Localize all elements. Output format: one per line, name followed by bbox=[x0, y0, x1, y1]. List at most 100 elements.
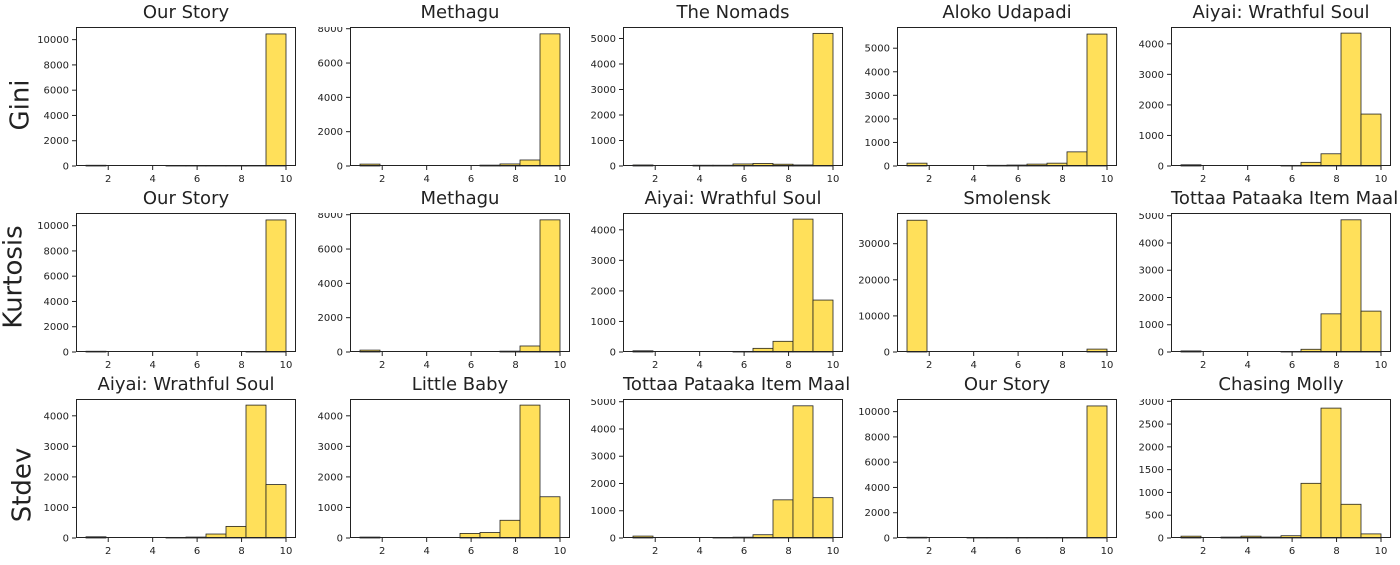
y-tick-label: 4000 bbox=[44, 297, 69, 308]
y-tick-label: 1000 bbox=[591, 317, 616, 328]
histogram-bar bbox=[812, 497, 834, 539]
x-tick-label: 2 bbox=[652, 174, 658, 185]
y-tick-label: 6000 bbox=[865, 458, 890, 469]
chart-title: Methagu bbox=[420, 2, 500, 23]
y-tick-label: 1000 bbox=[591, 136, 616, 147]
x-tick-label: 2 bbox=[926, 174, 932, 185]
x-tick-label: 6 bbox=[1015, 174, 1021, 185]
y-tick-label: 4000 bbox=[865, 483, 890, 494]
plot-frame bbox=[623, 27, 843, 166]
y-tick-label: 8000 bbox=[865, 432, 890, 443]
x-tick-label: 6 bbox=[194, 360, 200, 371]
chart-title: Methagu bbox=[420, 188, 500, 209]
chart-title: Tottaa Pataaka Item Maal bbox=[623, 374, 851, 395]
y-tick-label: 6000 bbox=[318, 245, 343, 256]
x-tick-label: 6 bbox=[741, 546, 747, 557]
x-tick-label: 2 bbox=[105, 546, 111, 557]
x-tick-label: 10 bbox=[280, 360, 293, 371]
y-tick-label: 3000 bbox=[318, 442, 343, 453]
x-tick-label: 8 bbox=[785, 174, 791, 185]
y-tick-label: 4000 bbox=[1139, 39, 1164, 50]
y-tick-label: 6000 bbox=[44, 86, 69, 97]
chart-title: Our Story bbox=[142, 188, 230, 209]
x-tick-label: 2 bbox=[1200, 360, 1206, 371]
y-tick-label: 3000 bbox=[1139, 70, 1164, 81]
x-tick-label: 2 bbox=[652, 546, 658, 557]
histogram-bar bbox=[225, 525, 247, 539]
y-tick-label: 0 bbox=[1158, 534, 1164, 545]
y-tick-label: 2000 bbox=[591, 110, 616, 121]
y-tick-label: 0 bbox=[610, 534, 616, 545]
histogram-bar bbox=[265, 484, 287, 539]
y-tick-label: 10000 bbox=[37, 35, 69, 46]
y-tick-label: 1000 bbox=[44, 503, 69, 514]
y-tick-label: 2000 bbox=[591, 286, 616, 297]
y-tick-label: 4000 bbox=[1139, 238, 1164, 249]
x-tick-label: 8 bbox=[1333, 546, 1339, 557]
histogram-bar bbox=[772, 340, 794, 353]
x-tick-label: 4 bbox=[1244, 360, 1250, 371]
plot-frame bbox=[76, 399, 296, 538]
chart-title: The Nomads bbox=[676, 2, 790, 23]
x-tick-label: 2 bbox=[105, 360, 111, 371]
y-tick-label: 2000 bbox=[591, 479, 616, 490]
histogram-bar bbox=[906, 219, 928, 353]
x-tick-label: 4 bbox=[696, 360, 702, 371]
x-tick-label: 8 bbox=[1059, 360, 1065, 371]
plot-frame bbox=[76, 27, 296, 166]
x-tick-label: 6 bbox=[1289, 174, 1295, 185]
y-tick-label: 0 bbox=[1158, 348, 1164, 359]
histogram-bar bbox=[1066, 151, 1088, 167]
y-tick-label: 2000 bbox=[1139, 442, 1164, 453]
chart-title: Our Story bbox=[963, 374, 1051, 395]
histogram-bar bbox=[792, 218, 814, 353]
x-tick-label: 10 bbox=[827, 360, 840, 371]
y-tick-label: 30000 bbox=[858, 239, 890, 250]
y-tick-label: 500 bbox=[1145, 511, 1164, 522]
y-tick-label: 3000 bbox=[44, 442, 69, 453]
y-tick-label: 3000 bbox=[1139, 399, 1164, 408]
histogram-bar bbox=[812, 32, 834, 167]
plot-frame bbox=[1171, 27, 1391, 166]
x-tick-label: 8 bbox=[1059, 174, 1065, 185]
y-tick-label: 4000 bbox=[591, 424, 616, 435]
x-tick-label: 10 bbox=[1101, 546, 1114, 557]
y-tick-label: 4000 bbox=[318, 93, 343, 104]
x-tick-label: 8 bbox=[238, 546, 244, 557]
histogram-bar bbox=[519, 404, 541, 539]
y-tick-label: 0 bbox=[63, 348, 69, 359]
y-tick-label: 8000 bbox=[318, 27, 343, 35]
x-tick-label: 10 bbox=[1375, 174, 1388, 185]
plot-frame bbox=[350, 27, 570, 166]
x-tick-label: 2 bbox=[1200, 174, 1206, 185]
chart-title: Aiyai: Wrathful Soul bbox=[644, 188, 822, 209]
y-tick-label: 2000 bbox=[1139, 100, 1164, 111]
y-tick-label: 2000 bbox=[44, 472, 69, 483]
y-tick-label: 20000 bbox=[858, 275, 890, 286]
y-tick-label: 1000 bbox=[1139, 131, 1164, 142]
histogram-bar bbox=[1340, 219, 1362, 353]
histogram-chart: 2 4 6 8 10 0 1000 2000 3000 4000 bbox=[318, 399, 570, 557]
y-tick-label: 0 bbox=[337, 534, 343, 545]
y-tick-label: 0 bbox=[884, 162, 890, 173]
x-tick-label: 2 bbox=[379, 360, 385, 371]
y-tick-label: 2000 bbox=[865, 508, 890, 519]
histogram-chart: 2 4 6 8 10 0 2000 4000 6000 8000 10000 bbox=[37, 27, 296, 185]
x-tick-label: 8 bbox=[512, 174, 518, 185]
histogram-bar bbox=[1360, 113, 1382, 167]
histogram-bar bbox=[812, 299, 834, 353]
y-tick-label: 4000 bbox=[591, 59, 616, 70]
y-tick-label: 1000 bbox=[318, 503, 343, 514]
y-tick-label: 6000 bbox=[318, 59, 343, 70]
histogram-chart: 2 4 6 8 10 0 500 1000 1500 2000 2500 3000 bbox=[1139, 399, 1391, 557]
histogram-bar bbox=[1360, 310, 1382, 353]
y-tick-label: 1500 bbox=[1139, 465, 1164, 476]
x-tick-label: 8 bbox=[512, 360, 518, 371]
y-tick-label: 10000 bbox=[37, 221, 69, 232]
y-tick-label: 2000 bbox=[865, 114, 890, 125]
x-tick-label: 6 bbox=[468, 174, 474, 185]
x-tick-label: 8 bbox=[785, 360, 791, 371]
histogram-chart: 2 4 6 8 10 0 1000 2000 3000 4000 5000 bbox=[865, 27, 1117, 185]
x-tick-label: 10 bbox=[554, 546, 567, 557]
y-tick-label: 2000 bbox=[318, 127, 343, 138]
